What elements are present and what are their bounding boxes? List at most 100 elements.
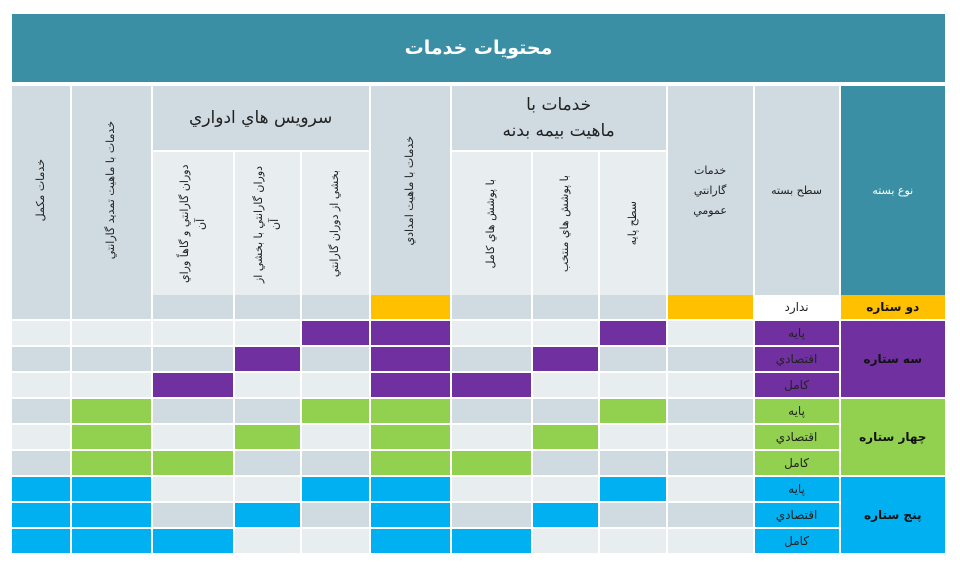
service-excluded-cell	[152, 425, 233, 449]
service-included-cell	[600, 477, 666, 501]
table-header: نوع بسته سطح بسته خدمات گارانتي عمومي خد…	[12, 86, 945, 295]
service-excluded-cell	[451, 321, 531, 345]
service-included-cell	[152, 373, 233, 397]
tier-label: دو ستاره	[840, 295, 945, 319]
service-excluded-cell	[234, 373, 301, 397]
service-excluded-cell	[234, 477, 301, 501]
service-excluded-cell	[451, 347, 531, 371]
service-included-cell	[302, 477, 369, 501]
service-excluded-cell	[234, 451, 301, 475]
level-label: اقتصادي	[754, 425, 839, 449]
service-excluded-cell	[667, 451, 753, 475]
header-body-insurance-group: خدمات با ماهيت بيمه بدنه	[451, 86, 666, 150]
service-excluded-cell	[600, 451, 666, 475]
header-periodic-group: سرويس هاي ادواري	[152, 86, 369, 150]
service-excluded-cell	[667, 425, 753, 449]
service-excluded-cell	[451, 425, 531, 449]
service-excluded-cell	[12, 399, 70, 423]
service-excluded-cell	[532, 477, 599, 501]
service-included-cell	[71, 425, 151, 449]
service-included-cell	[234, 347, 301, 371]
service-included-cell	[71, 477, 151, 501]
service-excluded-cell	[451, 477, 531, 501]
service-included-cell	[370, 477, 450, 501]
header-complementary: خدمات مكمل	[12, 86, 70, 295]
service-excluded-cell	[234, 399, 301, 423]
service-excluded-cell	[12, 425, 70, 449]
service-excluded-cell	[12, 295, 70, 319]
tier-label: سه ستاره	[840, 321, 945, 397]
service-included-cell	[12, 477, 70, 501]
service-included-cell	[71, 503, 151, 527]
service-excluded-cell	[12, 451, 70, 475]
service-excluded-cell	[302, 347, 369, 371]
service-excluded-cell	[667, 399, 753, 423]
service-included-cell	[302, 321, 369, 345]
service-included-cell	[12, 503, 70, 527]
header-periodic-with-part: دوران گارانتي با بخشي از آن	[234, 152, 301, 295]
level-label: پايه	[754, 477, 839, 501]
service-excluded-cell	[600, 347, 666, 371]
header-body-full-label: با پوشش هاي كامل	[484, 178, 498, 269]
service-included-cell	[152, 529, 233, 553]
level-label: پايه	[754, 399, 839, 423]
service-excluded-cell	[302, 425, 369, 449]
service-included-cell	[532, 425, 599, 449]
service-included-cell	[370, 451, 450, 475]
service-included-cell	[152, 451, 233, 475]
tier-label: پنج ستاره	[840, 477, 945, 553]
service-excluded-cell	[152, 503, 233, 527]
header-body-selected: با پوشش هاي منتخب	[532, 152, 599, 295]
service-included-cell	[451, 529, 531, 553]
service-excluded-cell	[532, 321, 599, 345]
level-label: كامل	[754, 451, 839, 475]
header-relief-label: خدمات با ماهيت امدادي	[403, 135, 417, 246]
service-excluded-cell	[667, 503, 753, 527]
service-excluded-cell	[234, 295, 301, 319]
service-excluded-cell	[152, 399, 233, 423]
service-included-cell	[71, 529, 151, 553]
level-label: پايه	[754, 321, 839, 345]
service-excluded-cell	[152, 477, 233, 501]
service-excluded-cell	[71, 373, 151, 397]
service-included-cell	[234, 425, 301, 449]
level-label: كامل	[754, 373, 839, 397]
service-excluded-cell	[667, 529, 753, 553]
service-included-cell	[370, 399, 450, 423]
service-excluded-cell	[302, 529, 369, 553]
service-excluded-cell	[302, 295, 369, 319]
service-included-cell	[12, 529, 70, 553]
header-complementary-label: خدمات مكمل	[33, 159, 47, 222]
service-excluded-cell	[12, 347, 70, 371]
service-excluded-cell	[667, 347, 753, 371]
service-excluded-cell	[71, 347, 151, 371]
service-excluded-cell	[12, 321, 70, 345]
service-excluded-cell	[12, 373, 70, 397]
header-body-selected-label: با پوشش هاي منتخب	[558, 174, 572, 273]
service-included-cell	[600, 399, 666, 423]
header-body-basic-label: سطح پايه	[625, 201, 639, 246]
service-included-cell	[370, 425, 450, 449]
header-periodic-partial-label: بخشي از دوران گارانتي	[328, 169, 342, 278]
header-extension-label: خدمات با ماهيت تمديد گارانتي	[104, 121, 118, 260]
header-body-basic: سطح پايه	[600, 152, 666, 295]
header-periodic-beyond: دوران گارانتي و گاهاً وراي آن	[152, 152, 233, 295]
service-excluded-cell	[302, 373, 369, 397]
service-excluded-cell	[600, 529, 666, 553]
service-included-cell	[451, 451, 531, 475]
service-included-cell	[302, 399, 369, 423]
service-excluded-cell	[302, 451, 369, 475]
service-excluded-cell	[667, 477, 753, 501]
page-title: محتويات خدمات	[12, 14, 945, 82]
service-excluded-cell	[600, 425, 666, 449]
service-included-cell	[370, 321, 450, 345]
service-excluded-cell	[152, 295, 233, 319]
header-periodic-partial: بخشي از دوران گارانتي	[302, 152, 369, 295]
header-periodic-beyond-label: دوران گارانتي و گاهاً وراي آن	[177, 164, 207, 283]
level-label: ندارد	[754, 295, 839, 319]
service-excluded-cell	[667, 321, 753, 345]
service-included-cell	[234, 503, 301, 527]
service-excluded-cell	[451, 399, 531, 423]
service-excluded-cell	[451, 503, 531, 527]
service-excluded-cell	[600, 373, 666, 397]
